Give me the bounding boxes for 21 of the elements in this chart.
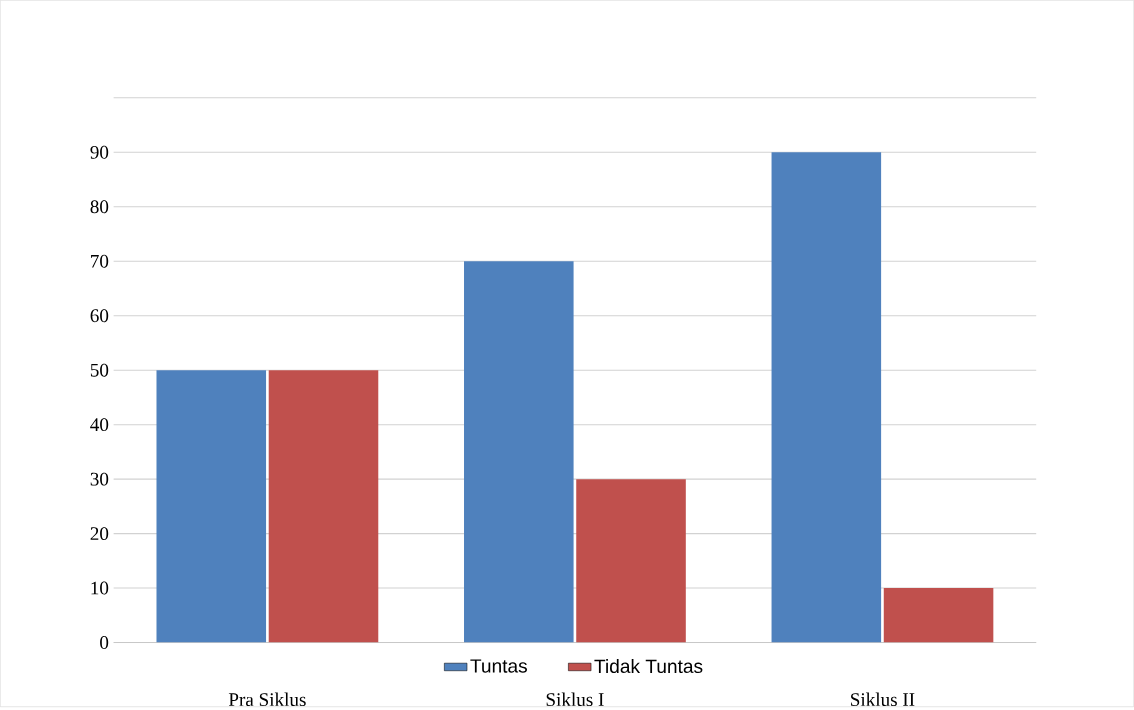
y-tick-label: 40 (90, 417, 109, 431)
y-tick-label: 90 (90, 145, 109, 159)
y-tick-label: 50 (90, 363, 109, 377)
y-tick-label: 20 (90, 526, 109, 540)
y-tick-label: 80 (90, 200, 109, 213)
bar (464, 260, 574, 643)
y-tick-label: 60 (90, 309, 109, 322)
x-tick-label: Pra Siklus (228, 692, 306, 706)
x-tick-label: Siklus I (546, 692, 604, 706)
y-tick-label: 70 (91, 254, 109, 268)
y-tick-label: 0 (100, 635, 109, 649)
legend-label: Tuntas (470, 659, 527, 673)
bar (771, 152, 882, 643)
y-tick-label: 10 (91, 581, 109, 595)
bar (156, 369, 267, 643)
bar (576, 478, 686, 643)
x-tick-label: Siklus II (851, 692, 915, 706)
y-tick-label: 30 (90, 472, 109, 486)
legend-label: Tidak Tuntas (594, 658, 703, 673)
bar (268, 369, 379, 643)
bar (883, 587, 994, 643)
